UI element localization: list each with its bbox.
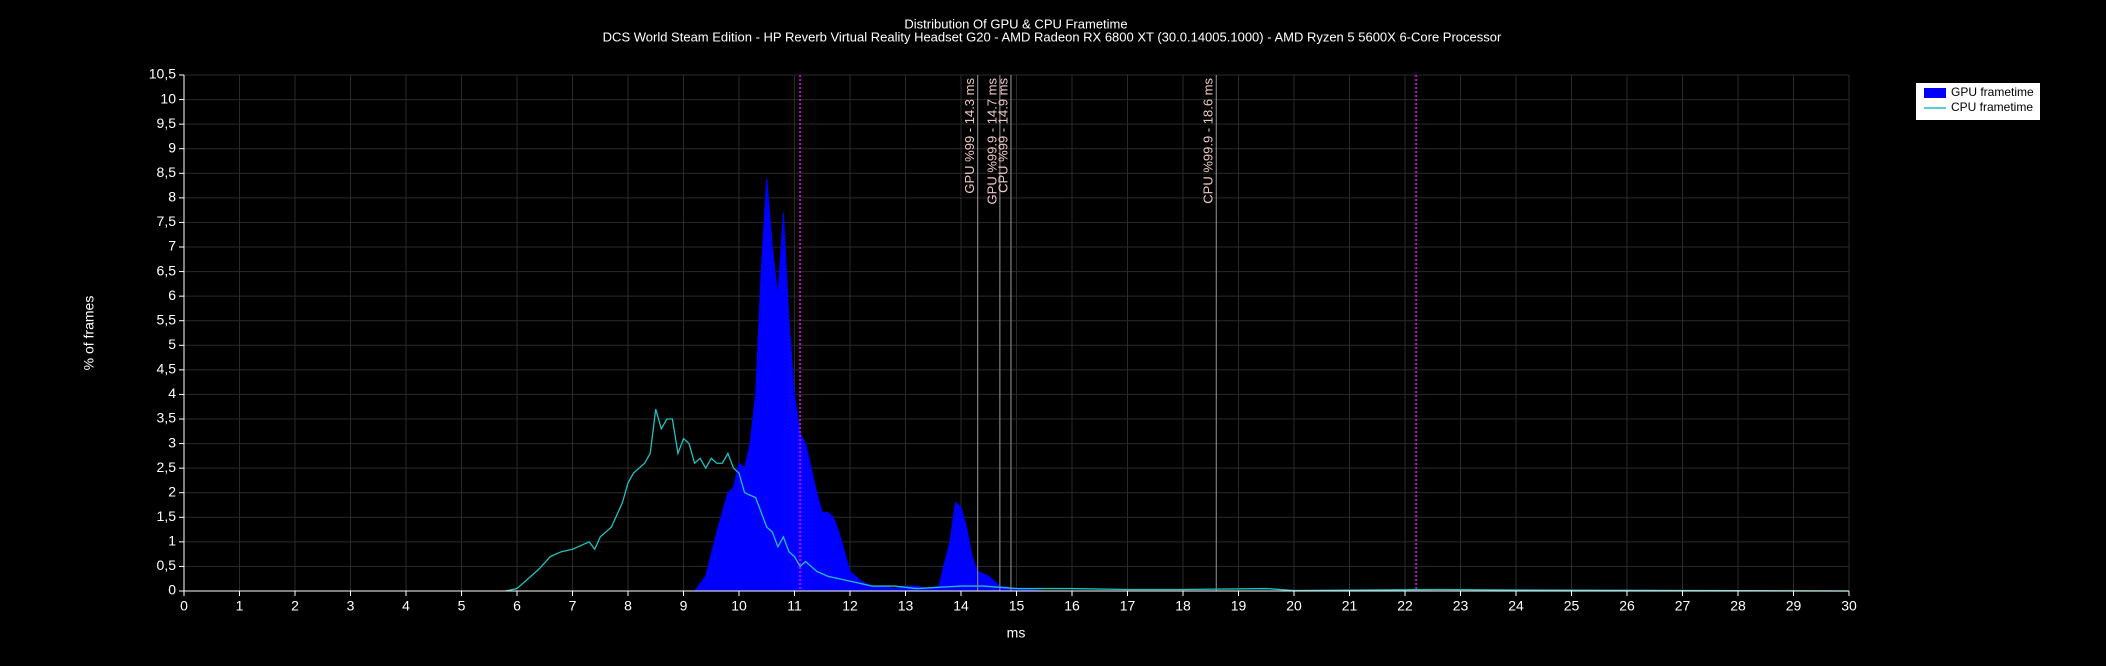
x-tick-label: 6 [513,598,521,614]
x-tick-label: 8 [624,598,632,614]
percentile-label: GPU %99 - 14.3 ms [962,78,977,194]
percentile-label: CPU %99.9 - 18.6 ms [1201,78,1216,204]
gpu-area [693,178,1045,592]
y-tick-label: 4 [168,385,176,401]
x-tick-label: 18 [1175,598,1191,614]
y-tick-label: 6 [168,287,176,303]
y-tick-label: 3,5 [157,410,177,426]
x-tick-label: 20 [1286,598,1302,614]
y-tick-label: 5,5 [157,311,177,327]
x-tick-label: 5 [458,598,466,614]
x-tick-label: 15 [1009,598,1025,614]
y-tick-label: 5 [168,336,176,352]
x-tick-label: 3 [347,598,355,614]
chart-subtitle: DCS World Steam Edition - HP Reverb Virt… [603,29,1502,44]
x-tick-label: 24 [1508,598,1524,614]
y-tick-label: 10 [160,90,176,106]
percentile-label: GPU %99.9 - 14.7 ms [984,78,999,205]
x-tick-label: 19 [1231,598,1247,614]
x-tick-label: 28 [1730,598,1746,614]
x-tick-label: 11 [787,598,802,614]
x-tick-label: 14 [953,598,969,614]
y-tick-label: 8,5 [157,164,177,180]
y-tick-label: 6,5 [157,262,177,278]
legend-label: CPU frametime [1951,100,2033,114]
chart-title: Distribution Of GPU & CPU Frametime [904,16,1127,31]
y-tick-label: 9 [168,139,176,155]
x-axis-label: ms [1007,625,1026,641]
y-tick-label: 4,5 [157,361,177,377]
x-tick-label: 0 [180,598,188,614]
cpu-line [505,408,1850,592]
x-tick-label: 1 [236,598,244,614]
y-tick-label: 8 [168,189,176,205]
y-tick-label: 7 [168,238,176,254]
y-tick-label: 2,5 [157,459,177,475]
y-tick-label: 9,5 [157,115,177,131]
x-tick-label: 30 [1841,598,1857,614]
x-tick-label: 12 [842,598,858,614]
y-tick-label: 1,5 [157,508,177,524]
x-tick-label: 16 [1064,598,1080,614]
x-tick-label: 2 [291,598,299,614]
x-tick-label: 27 [1675,598,1691,614]
x-tick-label: 22 [1397,598,1413,614]
legend-swatch [1924,88,1946,98]
y-tick-label: 10,5 [149,66,176,82]
x-tick-label: 4 [402,598,410,614]
x-tick-label: 21 [1342,598,1358,614]
x-tick-label: 23 [1453,598,1469,614]
x-tick-label: 25 [1564,598,1580,614]
y-axis-label: % of frames [81,296,97,371]
legend-label: GPU frametime [1951,85,2034,99]
x-tick-label: 26 [1619,598,1635,614]
x-tick-label: 17 [1120,598,1136,614]
x-tick-label: 13 [898,598,914,614]
y-tick-label: 3 [168,434,176,450]
x-tick-label: 9 [680,598,688,614]
x-tick-label: 10 [731,598,747,614]
percentile-label: CPU %99 - 14.9 ms [995,78,1010,193]
y-tick-label: 1 [168,533,176,549]
y-tick-label: 0,5 [157,557,177,573]
x-tick-label: 29 [1786,598,1802,614]
y-tick-label: 7,5 [157,213,177,229]
y-tick-label: 0 [168,582,176,598]
x-tick-label: 7 [569,598,577,614]
y-tick-label: 2 [168,483,176,499]
